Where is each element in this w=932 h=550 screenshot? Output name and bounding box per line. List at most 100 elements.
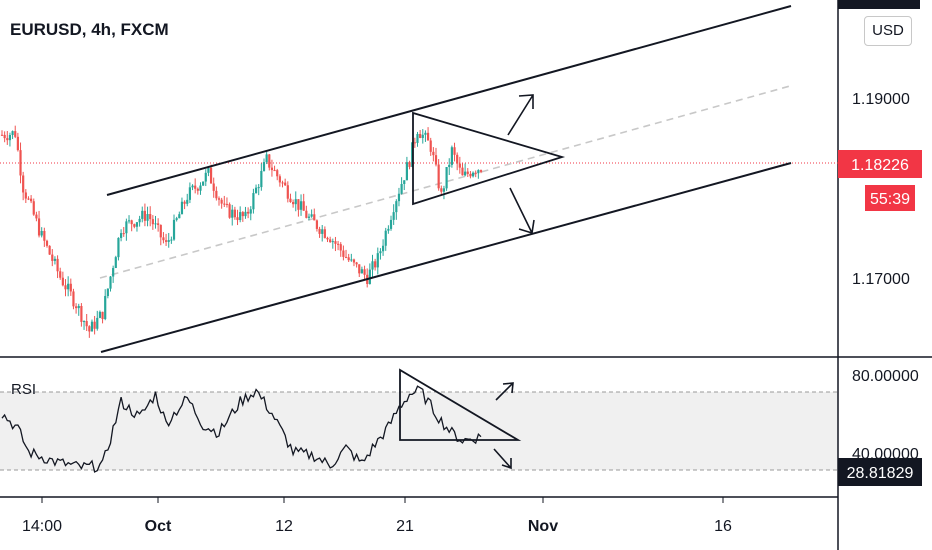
candle-body	[453, 147, 456, 155]
rsi-triangle-pattern[interactable]	[399, 368, 522, 441]
candle-body	[400, 183, 403, 194]
candle-body	[260, 170, 263, 188]
candle-body	[236, 217, 239, 221]
currency-button[interactable]: USD	[864, 16, 912, 46]
candle-body	[159, 224, 162, 238]
candle-body	[104, 296, 107, 320]
candle-body	[458, 163, 461, 168]
rsi-label: RSI	[11, 381, 36, 398]
candle-body	[421, 134, 424, 138]
candle-body	[413, 142, 416, 144]
candle-body	[358, 264, 361, 274]
candle-body	[381, 245, 385, 252]
rsi-tick-1: 80.00000	[852, 368, 919, 385]
rsi-arrow-down	[493, 448, 512, 470]
candle-body	[344, 256, 348, 258]
candle-body	[305, 210, 308, 218]
candle-body	[466, 171, 469, 174]
price-triangle-pattern[interactable]	[412, 111, 566, 206]
time-axis[interactable]: 14:00 Oct 12 21 Nov 16	[22, 497, 732, 535]
countdown-value: 55:39	[870, 191, 910, 208]
candle-body	[178, 214, 181, 219]
candle-body	[82, 321, 86, 323]
candle-body	[119, 233, 123, 238]
candle-body	[252, 193, 255, 210]
candle-body	[14, 131, 17, 137]
candle-body	[276, 170, 279, 177]
candle-body	[270, 167, 274, 171]
candle-body	[162, 237, 165, 241]
candle-body	[180, 201, 184, 215]
candle-body	[32, 201, 35, 215]
candle-body	[371, 261, 374, 270]
candlestick-series	[0, 125, 483, 338]
candle-body	[19, 150, 22, 176]
candle-body	[387, 228, 390, 231]
candle-body	[220, 199, 223, 204]
candle-body	[43, 230, 46, 241]
candle-body	[130, 220, 133, 225]
channel-lower-line[interactable]	[100, 162, 792, 353]
candle-body	[265, 154, 268, 163]
candle-body	[432, 151, 435, 156]
candle-body	[3, 134, 6, 139]
candle-body	[321, 229, 324, 234]
candle-body	[146, 214, 149, 221]
candle-body	[204, 172, 207, 182]
candle-body	[294, 199, 297, 205]
candle-body	[11, 131, 14, 136]
candle-body	[69, 283, 72, 292]
candle-body	[241, 212, 244, 217]
symbol-title: EURUSD, 4h, FXCM	[10, 20, 169, 39]
candle-body	[0, 134, 4, 136]
current-price-value: 1.18226	[851, 157, 909, 174]
candle-body	[225, 203, 229, 205]
candle-body	[247, 211, 250, 214]
candle-body	[461, 167, 464, 176]
candle-body	[101, 311, 104, 320]
candle-body	[157, 223, 160, 225]
rsi-current-tag	[838, 458, 922, 486]
candle-body	[212, 183, 215, 191]
candle-body	[408, 162, 411, 167]
candle-body	[281, 182, 284, 184]
candle-body	[299, 201, 303, 210]
candle-body	[135, 222, 139, 227]
candle-body	[64, 285, 67, 290]
candle-body	[48, 245, 51, 255]
candle-body	[416, 133, 419, 143]
candle-body	[405, 162, 409, 181]
candle-body	[342, 250, 345, 257]
rsi-line	[1, 385, 482, 473]
candle-body	[88, 326, 91, 332]
candle-body	[37, 218, 41, 236]
price-tick-1: 1.19000	[852, 91, 910, 108]
candle-body	[175, 218, 178, 220]
time-label-6: 16	[714, 518, 732, 535]
candle-body	[186, 199, 189, 204]
candle-body	[352, 259, 356, 263]
candle-body	[273, 170, 276, 172]
candle-body	[207, 167, 210, 173]
rsi-band-fill	[0, 392, 838, 470]
candle-body	[141, 210, 144, 219]
candle-body	[360, 269, 364, 274]
top-price-tag-cut	[838, 0, 920, 9]
candle-body	[40, 230, 43, 236]
candle-body	[45, 240, 49, 246]
candle-body	[30, 198, 33, 202]
candle-body	[74, 306, 78, 309]
channel-upper-line[interactable]	[106, 5, 792, 196]
candle-body	[448, 164, 451, 168]
candle-body	[35, 214, 38, 219]
countdown-tag	[865, 185, 915, 211]
candle-body	[67, 283, 70, 290]
candle-body	[254, 187, 258, 194]
candle-body	[233, 209, 236, 218]
candle-body	[286, 185, 289, 199]
candle-body	[80, 305, 83, 322]
candle-body	[53, 258, 57, 261]
candle-body	[72, 291, 75, 307]
candle-body	[392, 212, 395, 220]
